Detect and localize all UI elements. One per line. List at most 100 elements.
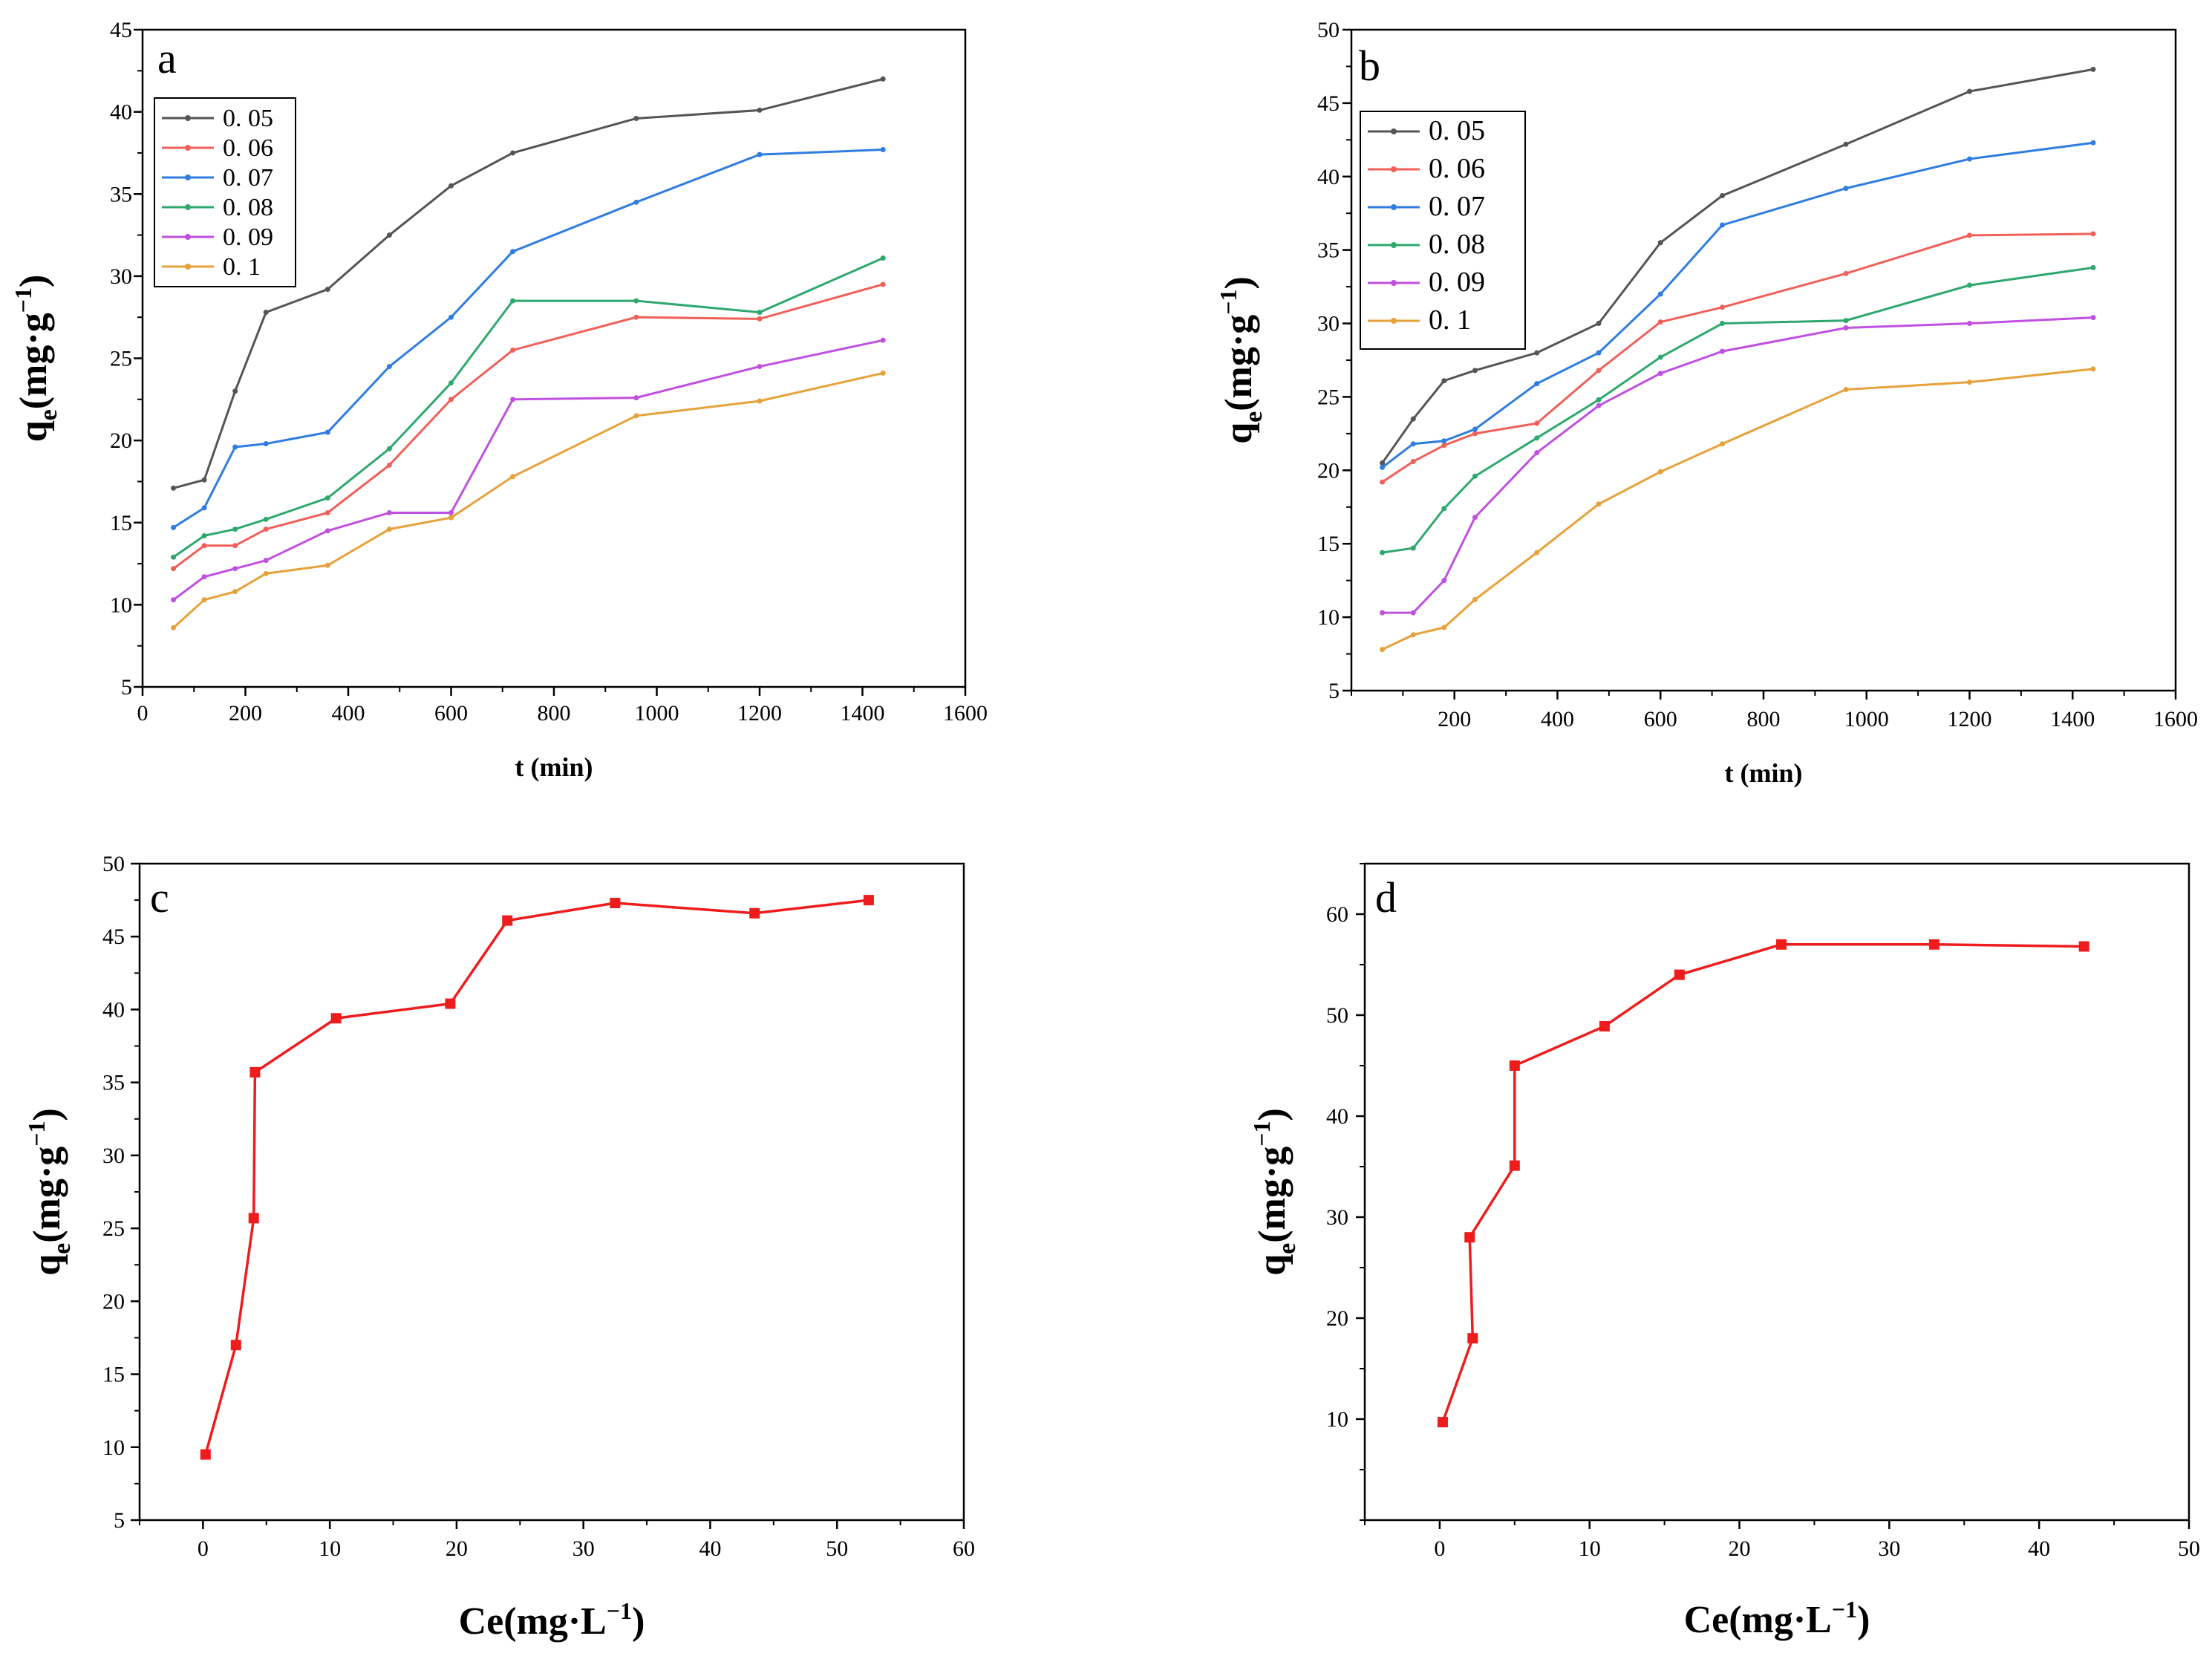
data-point	[610, 898, 621, 909]
series-line-0.1	[172, 371, 884, 629]
x-tick-label: 30	[1878, 1536, 1900, 1561]
data-point	[1534, 435, 1540, 441]
y-tick-label: 20	[102, 1289, 125, 1314]
data-point	[324, 287, 330, 293]
data-point	[448, 314, 454, 320]
data-point	[1720, 441, 1725, 447]
data-point	[2078, 941, 2089, 952]
x-title-main: Ce(mg·L	[459, 1600, 607, 1643]
data-point	[1967, 156, 1972, 162]
data-point	[1472, 426, 1478, 432]
y-tick-label: 5	[1328, 679, 1340, 703]
data-point	[1657, 371, 1663, 376]
data-point	[232, 444, 238, 450]
y-title-exp: −1	[1215, 290, 1242, 315]
data-point	[386, 446, 392, 452]
data-point	[1534, 550, 1540, 555]
y-tick-label: 5	[114, 1508, 125, 1533]
data-point	[1596, 368, 1602, 374]
data-point	[1967, 379, 1972, 385]
data-point	[232, 527, 238, 532]
data-point	[1534, 420, 1540, 426]
data-point	[201, 597, 207, 603]
data-point	[386, 232, 392, 238]
data-point	[1534, 381, 1540, 387]
series-line-c	[204, 899, 870, 1455]
data-point	[1410, 610, 1416, 616]
data-point	[1720, 192, 1725, 198]
data-point	[1441, 625, 1447, 630]
data-point	[510, 298, 516, 304]
y-tick-label: 30	[1317, 312, 1340, 336]
data-point	[1472, 368, 1478, 374]
y-tick-label: 45	[102, 925, 125, 949]
data-point	[263, 441, 269, 447]
data-point	[1657, 354, 1663, 360]
chart-panel-c: 0 10 20 30 40 50 60 5 10 15 20 25 30 35 40 45 50 c Ce(mg·L…	[23, 852, 975, 1643]
series-line-0.1	[1381, 368, 2094, 651]
data-point	[201, 543, 207, 549]
data-point	[1599, 1020, 1610, 1031]
plot-frame	[1363, 862, 2190, 1522]
legend-label: 0. 07	[223, 164, 273, 192]
y-tick-label: 5	[121, 675, 132, 700]
series-line-0.06	[172, 283, 884, 570]
data-point	[1380, 610, 1386, 616]
data-point	[1674, 969, 1685, 980]
y-title-sub: e	[35, 409, 62, 420]
data-point	[2090, 315, 2096, 321]
x-tick-label: 1200	[737, 701, 782, 726]
data-point	[1657, 291, 1663, 297]
data-point	[386, 509, 392, 515]
legend-marker	[185, 204, 191, 210]
y-title-exp: −1	[23, 1121, 50, 1147]
y-title-unit: (mg·g	[1218, 315, 1260, 411]
y-tick-label: 35	[1317, 238, 1340, 263]
x-tick-label: 60	[953, 1536, 975, 1561]
x-tick-label: 50	[826, 1536, 848, 1561]
data-point	[880, 281, 886, 287]
legend-marker	[1391, 128, 1397, 134]
data-point	[448, 515, 454, 521]
data-point	[230, 1340, 241, 1351]
legend-label: 0. 07	[1429, 191, 1485, 222]
series-line-d	[1441, 943, 2084, 1423]
y-tick-label: 50	[1317, 18, 1340, 42]
y-axis-title: qe(mg·g−1)	[1248, 1108, 1301, 1276]
data-point	[1928, 939, 1939, 950]
data-point	[171, 566, 177, 572]
legend-marker	[185, 234, 191, 240]
data-point	[757, 107, 763, 113]
legend-label: 0. 09	[223, 224, 273, 251]
y-tick-label: 20	[110, 428, 132, 453]
y-title-main: q	[26, 1254, 68, 1276]
data-point	[263, 310, 269, 316]
legend-marker	[1391, 280, 1397, 286]
y-title-main: q	[1251, 1254, 1293, 1276]
y-tick-label: 50	[102, 852, 125, 876]
data-point	[1441, 443, 1447, 449]
y-tick-label: 30	[110, 264, 132, 289]
x-title-close: )	[1857, 1599, 1870, 1641]
data-point	[1534, 350, 1540, 356]
data-point	[1657, 240, 1663, 246]
data-point	[633, 395, 639, 401]
data-point	[1720, 321, 1725, 327]
data-point	[232, 388, 238, 394]
y-axis-title: qe(mg·g−1)	[23, 1108, 76, 1276]
y-tick-label: 40	[1326, 1104, 1348, 1129]
y-tick-label: 45	[1317, 91, 1340, 116]
data-point	[1657, 319, 1663, 325]
data-point	[171, 524, 177, 530]
x-tick-label: 0	[1434, 1536, 1445, 1561]
data-point	[1410, 416, 1416, 422]
x-axis-title: t (min)	[1725, 758, 1803, 788]
legend-marker	[185, 145, 191, 151]
data-point	[757, 151, 763, 157]
data-point	[1596, 350, 1602, 356]
data-point	[510, 150, 516, 156]
x-tick-label: 40	[2028, 1536, 2050, 1561]
data-point	[1410, 458, 1416, 464]
y-tick-label: 40	[110, 100, 132, 125]
